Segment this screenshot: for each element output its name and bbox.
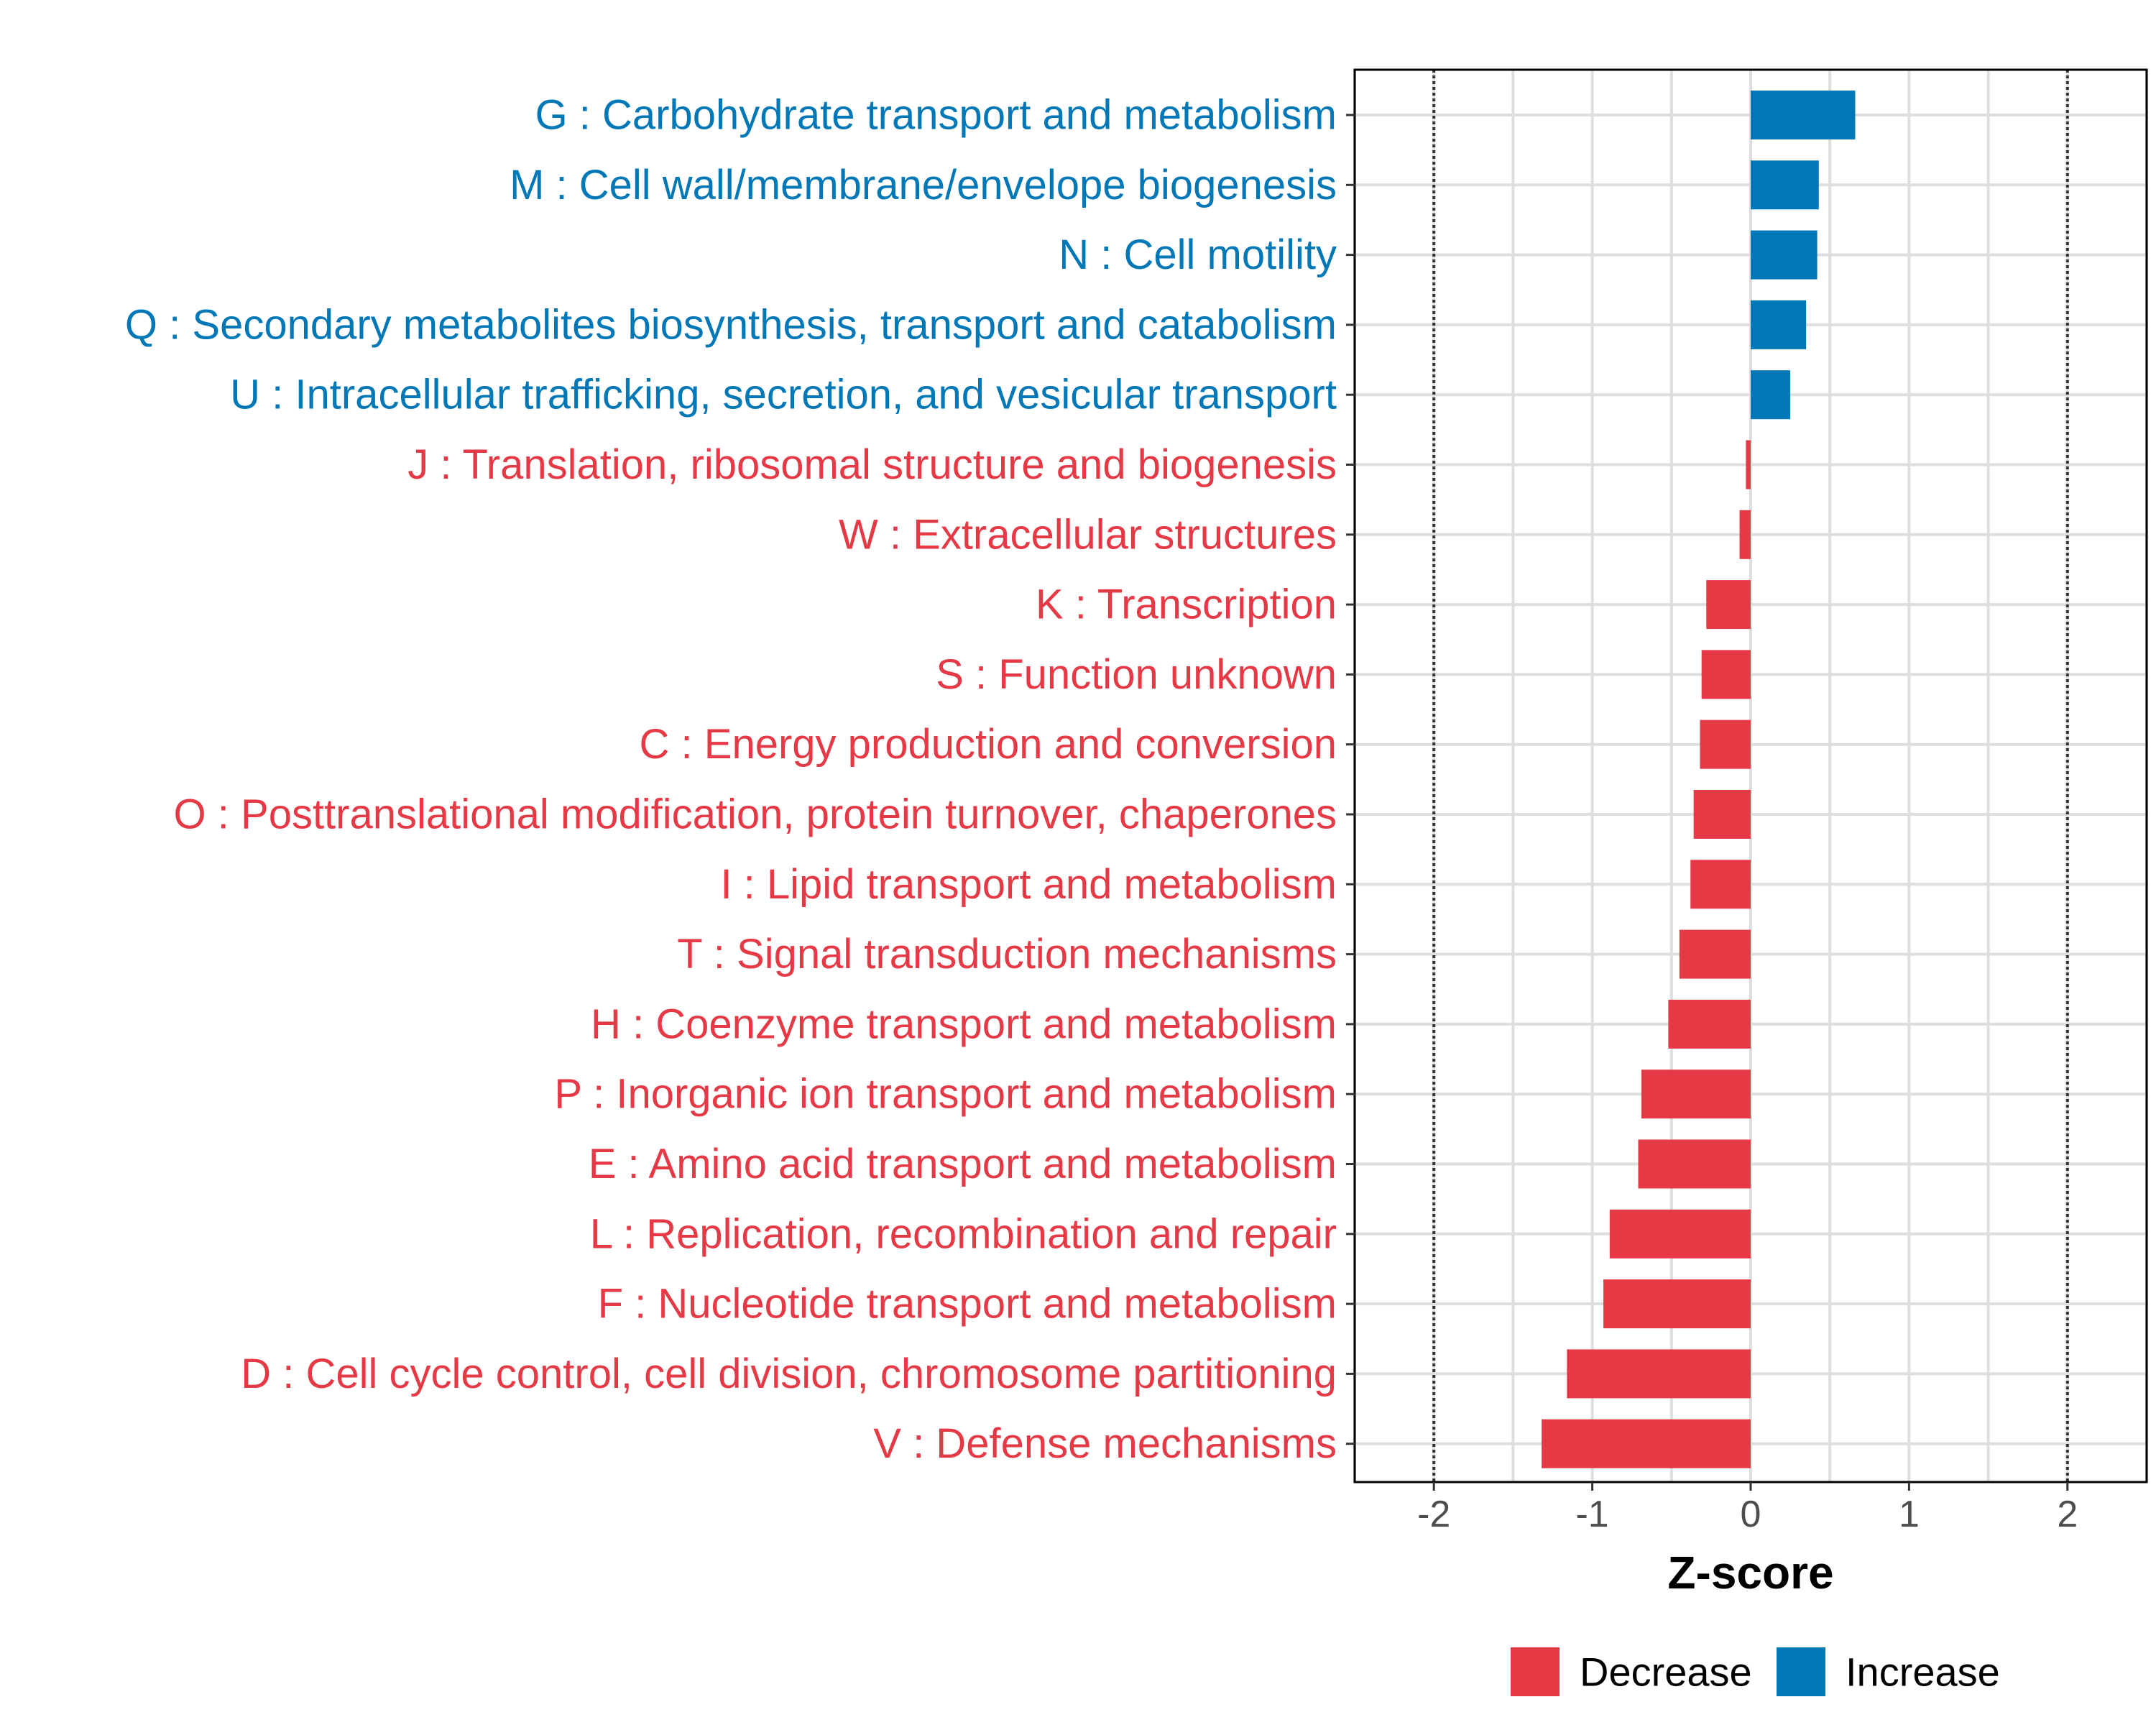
- category-label: F : Nucleotide transport and metabolism: [598, 1281, 1337, 1328]
- category-label: J : Translation, ribosomal structure and…: [407, 441, 1337, 488]
- category-label: E : Amino acid transport and metabolism: [589, 1141, 1337, 1187]
- bar-e: [1638, 1139, 1751, 1189]
- category-label: M : Cell wall/membrane/envelope biogenes…: [510, 162, 1337, 208]
- category-label: H : Coenzyme transport and metabolism: [591, 1000, 1337, 1047]
- category-label: G : Carbohydrate transport and metabolis…: [535, 92, 1337, 139]
- bar-u: [1751, 370, 1791, 420]
- category-label: C : Energy production and conversion: [640, 721, 1337, 768]
- category-label: O : Posttranslational modification, prot…: [174, 791, 1337, 838]
- bar-j: [1746, 440, 1751, 489]
- category-label: K : Transcription: [1036, 581, 1337, 628]
- bar-g: [1751, 91, 1856, 139]
- category-label: T : Signal transduction mechanisms: [677, 931, 1337, 978]
- x-axis-ticks: -2 -1 0 1 2: [1417, 1482, 2078, 1535]
- category-label: U : Intracellular trafficking, secretion…: [230, 372, 1337, 418]
- bar-t: [1679, 929, 1751, 979]
- bar-d: [1567, 1349, 1751, 1399]
- bar-v: [1542, 1419, 1751, 1468]
- y-axis-ticks: [1346, 114, 1355, 1445]
- legend-key-decrease: [1511, 1647, 1560, 1696]
- bar-k: [1706, 580, 1751, 630]
- bar-o: [1693, 790, 1751, 839]
- bar-f: [1603, 1279, 1751, 1329]
- bars: [1542, 91, 1856, 1468]
- bar-p: [1641, 1070, 1751, 1119]
- category-label: Q : Secondary metabolites biosynthesis, …: [125, 301, 1337, 348]
- bar-n: [1751, 230, 1818, 280]
- legend-key-increase: [1777, 1647, 1825, 1696]
- bar-h: [1668, 999, 1751, 1049]
- bar-w: [1739, 510, 1751, 559]
- category-label: D : Cell cycle control, cell division, c…: [241, 1351, 1337, 1397]
- x-tick-label: -2: [1417, 1494, 1450, 1535]
- category-label: S : Function unknown: [936, 651, 1337, 698]
- legend-label-decrease: Decrease: [1580, 1650, 1752, 1695]
- bar-q: [1751, 300, 1807, 349]
- bar-s: [1701, 650, 1751, 699]
- bar-m: [1751, 160, 1819, 210]
- x-tick-label: 0: [1741, 1494, 1761, 1535]
- x-tick-label: 1: [1899, 1494, 1920, 1535]
- x-tick-label: 2: [2057, 1494, 2078, 1535]
- bar-l: [1609, 1209, 1751, 1259]
- bar-c: [1700, 719, 1751, 769]
- category-label: P : Inorganic ion transport and metaboli…: [554, 1071, 1337, 1118]
- x-tick-label: -1: [1575, 1494, 1608, 1535]
- legend: Decrease Increase: [1511, 1647, 2000, 1696]
- category-label: V : Defense mechanisms: [873, 1420, 1337, 1467]
- category-label: I : Lipid transport and metabolism: [720, 861, 1337, 908]
- bar-i: [1690, 860, 1751, 909]
- category-labels: G : Carbohydrate transport and metabolis…: [125, 92, 1337, 1468]
- category-label: N : Cell motility: [1059, 231, 1337, 278]
- legend-label-increase: Increase: [1846, 1650, 2000, 1695]
- category-label: W : Extracellular structures: [839, 511, 1337, 558]
- category-label: L : Replication, recombination and repai…: [590, 1210, 1337, 1257]
- x-axis-title: Z-score: [1667, 1547, 1833, 1598]
